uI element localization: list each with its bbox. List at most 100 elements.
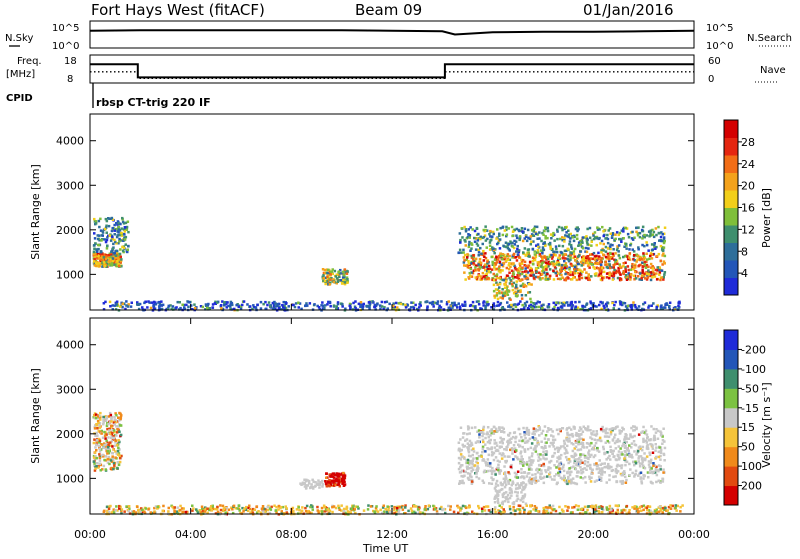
echo-cell xyxy=(118,454,121,457)
echo-cell xyxy=(93,456,96,459)
echo-cell xyxy=(558,226,561,229)
echo-cell xyxy=(465,244,468,247)
echo-cell xyxy=(521,297,524,300)
echo-cell xyxy=(542,430,545,433)
echo-cell xyxy=(634,474,637,477)
echo-cell xyxy=(324,480,327,483)
echo-cell xyxy=(536,226,539,229)
echo-cell xyxy=(326,485,329,488)
echo-cell xyxy=(113,511,116,513)
echo-cell xyxy=(553,478,556,481)
echo-cell xyxy=(481,237,484,240)
echo-cell xyxy=(469,272,472,275)
echo-cell xyxy=(127,231,130,234)
echo-cell xyxy=(555,248,558,251)
echo-cell xyxy=(358,303,361,306)
echo-cell xyxy=(614,434,617,437)
echo-cell xyxy=(104,228,107,231)
echo-cell xyxy=(625,274,628,277)
echo-cell xyxy=(614,233,617,236)
freq-tick-top: 18 xyxy=(64,56,77,67)
echo-cell xyxy=(509,240,512,243)
echo-cell xyxy=(496,243,499,246)
echo-cell xyxy=(648,439,651,442)
echo-cell xyxy=(618,269,621,272)
echo-cell xyxy=(494,446,497,449)
echo-cell xyxy=(525,236,528,239)
echo-cell xyxy=(120,232,123,235)
echo-cell xyxy=(108,225,111,228)
echo-cell xyxy=(104,264,107,267)
echo-cell xyxy=(594,237,597,240)
echo-cell xyxy=(462,475,465,478)
echo-cell xyxy=(639,462,642,465)
echo-cell xyxy=(493,498,496,501)
echo-cell xyxy=(93,438,96,441)
echo-cell xyxy=(477,467,480,470)
echo-cell xyxy=(574,266,577,269)
echo-cell xyxy=(619,302,622,305)
echo-cell xyxy=(521,273,524,276)
echo-cell xyxy=(335,275,338,278)
echo-cell xyxy=(595,272,598,275)
echo-cell xyxy=(459,509,462,512)
echo-cell xyxy=(616,465,619,468)
echo-cell xyxy=(243,508,246,511)
echo-cell xyxy=(119,461,122,464)
echo-cell xyxy=(606,481,609,484)
echo-cell xyxy=(490,239,493,242)
echo-cell xyxy=(516,487,519,490)
echo-cell xyxy=(470,460,473,463)
echo-cell xyxy=(622,265,625,268)
echo-cell xyxy=(629,278,632,281)
echo-cell xyxy=(512,458,515,461)
echo-cell xyxy=(525,270,528,273)
echo-cell xyxy=(499,247,502,250)
echo-cell xyxy=(491,256,494,259)
radar-title: Fort Hays West (fitACF) xyxy=(91,1,265,19)
echo-cell xyxy=(295,302,298,305)
echo-cell xyxy=(103,444,106,447)
echo-cell xyxy=(485,462,488,465)
echo-cell xyxy=(566,483,569,486)
echo-cell xyxy=(628,454,631,457)
echo-cell xyxy=(96,434,99,437)
echo-cell xyxy=(630,273,633,276)
echo-cell xyxy=(261,508,264,511)
echo-cell xyxy=(582,471,585,474)
echo-cell xyxy=(95,465,98,468)
echo-cell xyxy=(119,457,122,460)
echo-cell xyxy=(527,251,530,254)
echo-cell xyxy=(621,474,624,477)
echo-cell xyxy=(626,307,629,310)
echo-cell xyxy=(614,301,617,304)
echo-cell xyxy=(539,473,542,476)
echo-cell xyxy=(508,268,511,271)
echo-cell xyxy=(625,227,628,230)
echo-cell xyxy=(619,480,622,483)
echo-cell xyxy=(558,506,561,509)
echo-cell xyxy=(616,231,619,234)
echo-cell xyxy=(550,434,553,437)
echo-cell xyxy=(577,509,580,512)
echo-cell xyxy=(516,456,519,459)
echo-cell xyxy=(337,271,340,274)
echo-cell xyxy=(633,440,636,443)
echo-cell xyxy=(643,234,646,237)
echo-cell xyxy=(489,268,492,271)
echo-cell xyxy=(116,234,119,237)
echo-cell xyxy=(524,437,527,440)
echo-cell xyxy=(576,234,579,237)
echo-cell xyxy=(288,305,291,308)
echo-cell xyxy=(93,442,96,445)
echo-cell xyxy=(102,447,105,450)
echo-cell xyxy=(464,439,467,442)
echo-cell xyxy=(182,511,185,513)
echo-cell xyxy=(103,261,106,264)
echo-cell xyxy=(96,462,99,465)
echo-cell xyxy=(110,250,113,253)
echo-cell xyxy=(474,230,477,233)
echo-cell xyxy=(155,303,158,306)
echo-cell xyxy=(637,474,640,477)
